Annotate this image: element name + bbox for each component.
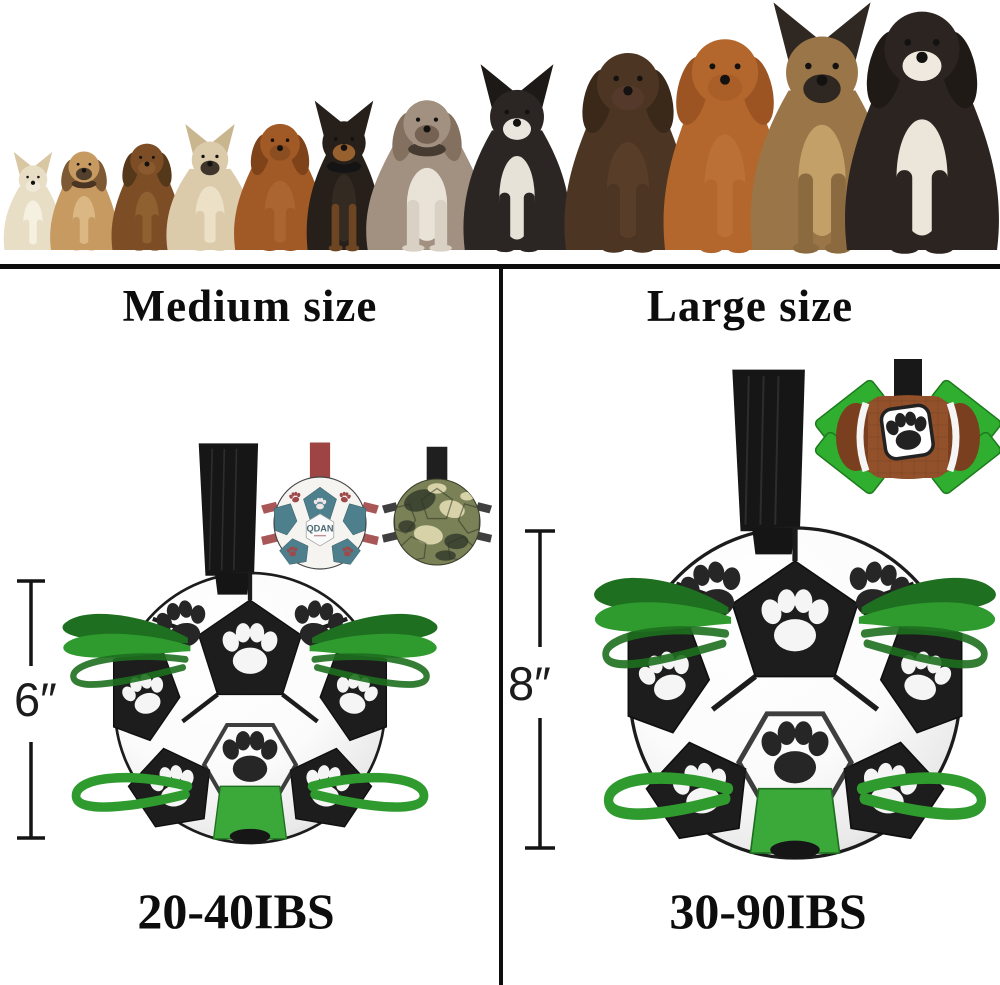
height-label-medium: 6″ — [14, 673, 57, 726]
dog-english-bulldog — [366, 100, 488, 252]
right-grab-strap — [856, 577, 996, 820]
medium-ball-illustration: QDAN — [17, 442, 493, 845]
horizontal-divider — [0, 264, 1000, 269]
brand-text: QDAN — [306, 523, 333, 533]
dog-miniature-pinscher — [306, 100, 382, 252]
dog-cavalier-spaniel — [234, 123, 326, 252]
height-label-large: 8″ — [508, 657, 551, 710]
dog-chihuahua — [3, 151, 63, 251]
large-paw-soccer-ball — [594, 369, 996, 860]
top-nylon-strap — [198, 443, 259, 576]
right-grab-strap — [307, 613, 438, 812]
left-grab-strap — [62, 613, 193, 812]
dog-chocolate-labrador — [564, 53, 692, 253]
large-size-panel: Large size 8″ 30-90IBS — [500, 270, 1000, 985]
bottom-green-patch — [212, 785, 288, 840]
dog-dachshund — [111, 143, 183, 251]
qdan-teal-ball: QDAN — [261, 442, 379, 570]
camouflage-ball — [381, 446, 493, 566]
dog-bernese-mountain-dog — [845, 11, 999, 254]
vertical-divider — [499, 269, 503, 985]
bottom-green-patch — [749, 787, 841, 854]
soccer-pattern — [627, 527, 963, 840]
football-toy — [814, 359, 1000, 495]
measurement-bracket — [525, 529, 555, 850]
large-panel-title: Large size — [646, 281, 854, 331]
dog-size-lineup — [3, 2, 999, 254]
weight-label-medium: 20-40IBS — [137, 883, 335, 939]
dog-french-bulldog — [166, 124, 254, 251]
dog-puggle-puppy — [50, 151, 118, 251]
medium-panel-title: Medium size — [122, 281, 378, 331]
top-nylon-strap — [732, 369, 805, 532]
paw-patch — [879, 403, 935, 461]
left-grab-strap — [594, 577, 734, 820]
medium-size-panel: Medium size QDAN 6″ 20-40IBS — [0, 270, 500, 985]
measurement-bracket — [17, 579, 45, 840]
medium-paw-soccer-ball — [62, 443, 438, 845]
dog-border-collie — [463, 64, 571, 253]
large-ball-illustration — [525, 359, 1000, 860]
weight-label-large: 30-90IBS — [669, 883, 867, 939]
